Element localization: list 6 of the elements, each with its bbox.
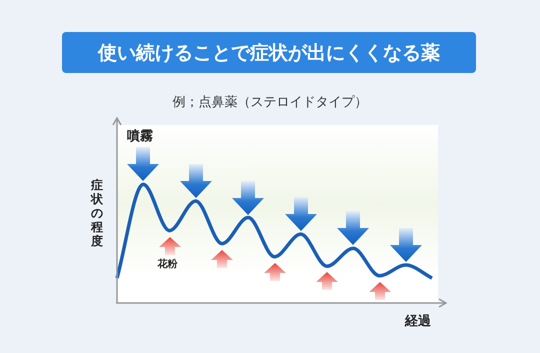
x-axis-title: 経過 <box>405 313 431 330</box>
y-axis-title: 症状の程度 <box>90 178 104 248</box>
chart-subtitle: 例；点鼻薬（ステロイドタイプ） <box>172 94 368 111</box>
text: 噴霧 <box>127 128 153 145</box>
annotation: 花粉 <box>158 258 178 271</box>
chart-title: 使い続けることで症状が出にくくなる薬 <box>62 32 476 73</box>
